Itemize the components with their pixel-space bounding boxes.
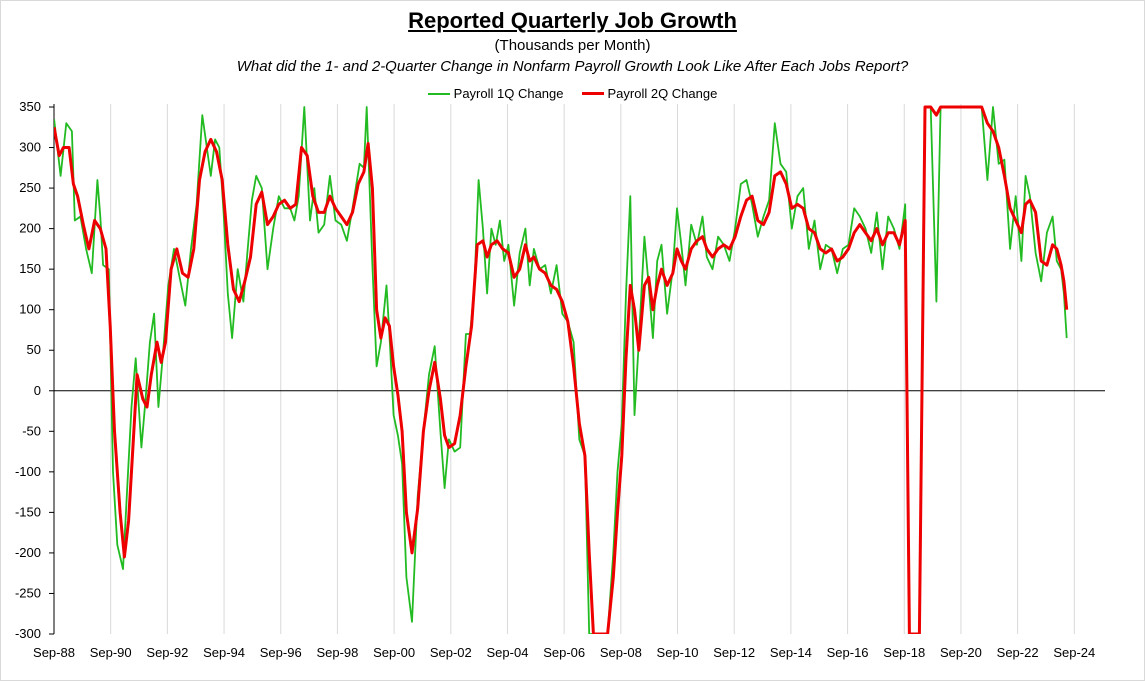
x-tick-label: Sep-06 [543,645,585,660]
legend-label-2q: Payroll 2Q Change [607,86,718,101]
x-tick-label: Sep-12 [713,645,755,660]
chart-title: Reported Quarterly Job Growth [408,8,737,33]
y-tick-label: -150 [15,504,41,519]
x-tick-label: Sep-98 [316,645,358,660]
chart-question: What did the 1- and 2-Quarter Change in … [236,58,909,75]
y-tick-label: 0 [34,383,41,398]
legend-item-2q: Payroll 2Q Change [581,86,718,101]
x-tick-label: Sep-04 [487,645,529,660]
legend-swatch-1q [427,92,450,95]
x-tick-label: Sep-96 [260,645,302,660]
x-tick-label: Sep-88 [33,645,75,660]
y-tick-label: 150 [19,261,41,276]
series-group [54,105,1069,634]
y-tick-label: 100 [19,302,41,317]
x-tick-label: Sep-20 [940,645,982,660]
y-tick-label: 50 [27,342,41,357]
series-line-2q [54,105,1069,634]
x-tick-label: Sep-14 [770,645,812,660]
chart-subtitle: (Thousands per Month) [494,37,651,54]
x-tick-label: Sep-02 [430,645,472,660]
x-tick-label: Sep-90 [90,645,132,660]
x-tick-label: Sep-92 [146,645,188,660]
legend-label-1q: Payroll 1Q Change [453,86,564,101]
x-tick-label: Sep-10 [657,645,699,660]
axes [49,104,1105,635]
x-tick-label: Sep-08 [600,645,642,660]
y-tick-label: -100 [15,464,41,479]
y-tick-label: -250 [15,585,41,600]
y-tick-label: 200 [19,221,41,236]
x-tick-label: Sep-24 [1053,645,1095,660]
tick-labels: Sep-88 Sep-90 Sep-92 Sep-94 Sep-96 Sep-98 Sep-… [15,99,1095,660]
legend-item-1q: Payroll 1Q Change [427,86,564,101]
x-tick-label: Sep-18 [883,645,925,660]
chart-legend: Payroll 1Q Change Payroll 2Q Change [0,86,1145,101]
series-line-1q [54,106,1068,634]
y-tick-label: 350 [19,99,41,114]
x-tick-label: Sep-22 [997,645,1039,660]
y-tick-label: 250 [19,180,41,195]
x-tick-label: Sep-16 [827,645,869,660]
y-tick-label: -300 [15,626,41,641]
y-tick-label: -200 [15,545,41,560]
y-tick-label: -50 [22,423,41,438]
legend-swatch-2q [581,92,604,95]
x-tick-label: Sep-94 [203,645,245,660]
x-tick-label: Sep-00 [373,645,415,660]
y-tick-label: 300 [19,140,41,155]
